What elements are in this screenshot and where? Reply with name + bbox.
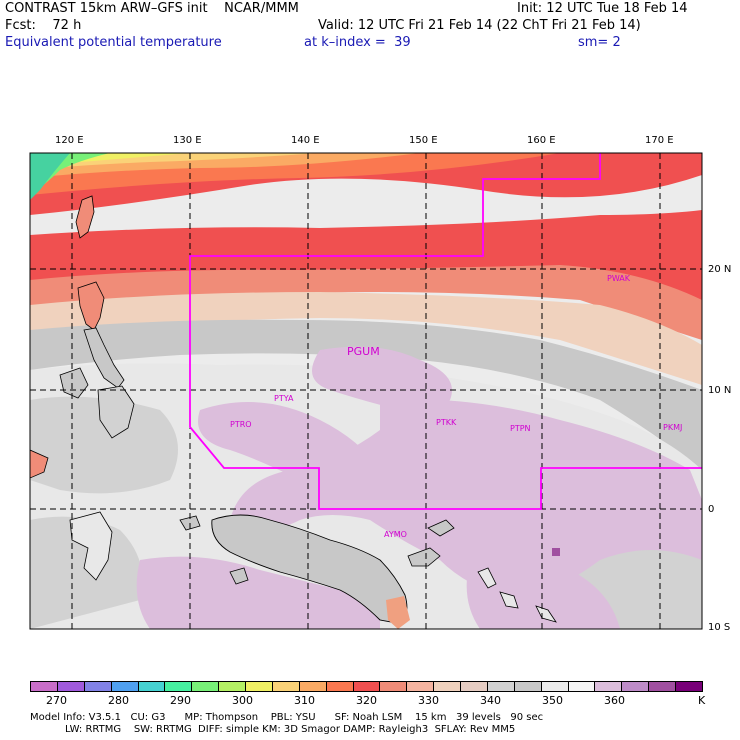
station-ptpn: PTPN xyxy=(510,424,531,433)
colorbar-swatch xyxy=(325,681,354,692)
nested-domain-outline xyxy=(189,153,702,510)
colorbar-swatch xyxy=(460,681,488,692)
lon-label-140: 140 E xyxy=(291,135,320,146)
colorbar-swatch xyxy=(298,681,327,692)
colorbar-swatch xyxy=(164,681,193,692)
colorbar-swatch xyxy=(621,681,650,692)
colorbar-label-310: 310 xyxy=(294,694,315,707)
station-pgum: PGUM xyxy=(347,345,380,358)
colorbar-swatch xyxy=(110,681,139,692)
colorbar-unit: K xyxy=(698,694,706,707)
colorbar-label-330: 330 xyxy=(418,694,439,707)
lat-label-10s: 10 S xyxy=(708,622,731,633)
station-aymo: AYMO xyxy=(384,530,407,539)
colorbar-swatch xyxy=(379,681,408,692)
station-ptro: PTRO xyxy=(230,420,252,429)
colorbar-label-290: 290 xyxy=(170,694,191,707)
station-pwak: PWAK xyxy=(607,274,631,283)
colorbar-swatch xyxy=(594,681,623,692)
colorbar-swatch xyxy=(648,681,677,692)
model-info-line1: Model Info: V3.5.1 CU: G3 MP: Thompson P… xyxy=(30,712,544,723)
colorbar-swatch xyxy=(83,681,112,692)
colorbar-swatch xyxy=(486,681,515,692)
station-ptkk: PTKK xyxy=(436,418,457,427)
valid-time: Valid: 12 UTC Fri 21 Feb 14 (22 ChT Fri … xyxy=(318,18,641,33)
station-ptya: PTYA xyxy=(274,394,294,403)
station-pkmj: PKMJ xyxy=(663,423,682,432)
theta-e-field xyxy=(30,153,702,629)
colorbar-swatch xyxy=(567,681,596,692)
colorbar-swatch xyxy=(245,681,273,692)
colorbar-label-270: 270 xyxy=(46,694,67,707)
model-title: CONTRAST 15km ARW–GFS init NCAR/MMM xyxy=(5,1,299,16)
colorbar-swatch xyxy=(218,681,247,692)
colorbar-label-340: 340 xyxy=(480,694,501,707)
level-index: at k–index = 39 xyxy=(304,35,411,50)
lon-label-130: 130 E xyxy=(173,135,202,146)
colorbar-swatch xyxy=(191,681,220,692)
model-info-line2: LW: RRTMG SW: RRTMG DIFF: simple KM: 3D … xyxy=(30,724,516,735)
lat-label-10n: 10 N xyxy=(708,385,732,396)
colorbar-swatch xyxy=(352,681,381,692)
colorbar-swatch xyxy=(406,681,435,692)
lon-label-160: 160 E xyxy=(527,135,556,146)
lon-label-120: 120 E xyxy=(55,135,84,146)
colorbar-swatch xyxy=(30,681,58,692)
colorbar-swatch xyxy=(433,681,462,692)
colorbar-swatch xyxy=(137,681,166,692)
colorbar-swatch xyxy=(675,681,703,692)
colorbar-swatch xyxy=(540,681,569,692)
colorbar-swatch xyxy=(271,681,300,692)
field-name: Equivalent potential temperature xyxy=(5,35,222,50)
colorbar-label-320: 320 xyxy=(356,694,377,707)
colorbar-label-350: 350 xyxy=(542,694,563,707)
lat-label-0: 0 xyxy=(708,504,715,515)
colorbar-label-300: 300 xyxy=(232,694,253,707)
colorbar-label-280: 280 xyxy=(108,694,129,707)
lat-label-20n: 20 N xyxy=(708,264,732,275)
colorbar-swatch xyxy=(56,681,85,692)
smoothing-value: sm= 2 xyxy=(578,35,621,50)
lon-label-150: 150 E xyxy=(409,135,438,146)
lon-label-170: 170 E xyxy=(645,135,674,146)
colorbar-label-360: 360 xyxy=(604,694,625,707)
colorbar-swatch xyxy=(513,681,542,692)
forecast-hour: Fcst: 72 h xyxy=(5,18,82,33)
init-time: Init: 12 UTC Tue 18 Feb 14 xyxy=(517,1,688,16)
